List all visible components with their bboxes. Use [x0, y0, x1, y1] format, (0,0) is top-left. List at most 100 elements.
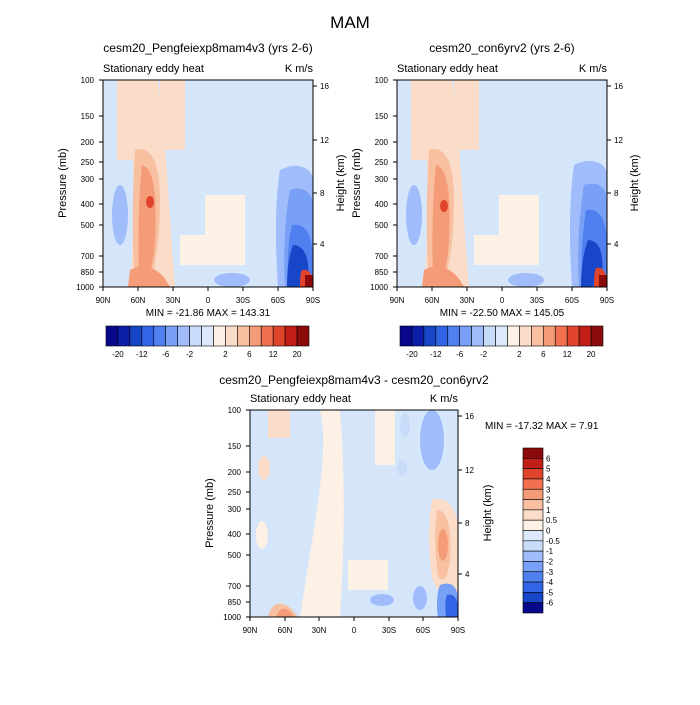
contour-positive-weak [348, 560, 388, 590]
colorbar-swatch [117, 325, 131, 347]
colorbar: 6 543 210.5 0-0.5-1-2 -3-4-5 -6 [522, 447, 560, 614]
colorbar-swatch [522, 488, 544, 500]
colorbar-label: -2 [480, 350, 488, 359]
tick-label: 200 [228, 468, 242, 477]
left-axis-ticks: 100 150 200 250 300 400 500 700 850 1000 [76, 76, 103, 292]
right-axis-ticks: 16 12 8 4 [458, 412, 474, 579]
tick-label: 700 [228, 582, 242, 591]
colorbar-label: 6 [546, 454, 551, 463]
colorbar-label: 2 [546, 496, 551, 505]
contour-positive-weak [256, 521, 268, 549]
tick-label: 30S [236, 296, 250, 305]
y-axis-label: Pressure (mb) [57, 148, 69, 218]
tick-label: 4 [614, 240, 619, 249]
tick-label: 400 [375, 200, 389, 209]
contour-positive-strong [438, 529, 448, 561]
colorbar-label: 0 [546, 527, 551, 536]
colorbar-swatch [129, 325, 143, 347]
contour-negative-weak [214, 273, 250, 287]
colorbar-swatch [531, 325, 544, 347]
colorbar-label: -0.5 [546, 537, 560, 546]
tick-label: 30N [460, 296, 475, 305]
tick-label: 300 [375, 175, 389, 184]
tick-label: 300 [81, 175, 95, 184]
tick-label: 30N [312, 626, 327, 635]
tick-label: 30S [530, 296, 544, 305]
contour-positive-weak [205, 195, 245, 240]
tick-label: 90S [451, 626, 465, 635]
tick-label: 500 [228, 551, 242, 560]
panel-right-label: K m/s [579, 63, 608, 75]
colorbar-swatch [411, 325, 425, 347]
tick-label: 0 [352, 626, 357, 635]
panel-left-label: Stationary eddy heat [397, 63, 498, 75]
colorbar-label: -3 [546, 568, 554, 577]
tick-label: 0 [500, 296, 505, 305]
tick-label: 150 [228, 442, 242, 451]
colorbar-swatch [423, 325, 437, 347]
colorbar-label: 2 [223, 350, 228, 359]
tick-label: 250 [228, 488, 242, 497]
tick-label: 16 [320, 82, 329, 91]
tick-label: 1000 [370, 283, 388, 292]
figure-title: MAM [330, 13, 370, 32]
colorbar-swatch [237, 325, 250, 347]
tick-label: 8 [320, 189, 325, 198]
contour-positive-strong [138, 165, 156, 285]
colorbar-label: -12 [430, 350, 442, 359]
tick-label: 150 [81, 112, 95, 121]
tick-label: 400 [228, 530, 242, 539]
colorbar-swatch [522, 530, 544, 542]
tick-label: 4 [465, 570, 470, 579]
contour-negative-weak [420, 410, 444, 470]
left-axis-ticks: 100 150 200 250 300 400 500 700 850 1000 [223, 406, 250, 622]
contour-positive-weak [300, 410, 344, 617]
right-axis-ticks: 16 12 8 4 [607, 82, 623, 249]
tick-label: 60N [131, 296, 146, 305]
min-max-label: MIN = -17.32 MAX = 7.91 [485, 421, 599, 432]
contour-negative-weak [112, 185, 128, 245]
tick-label: 700 [81, 252, 95, 261]
colorbar-swatch [213, 325, 226, 347]
tick-label: 850 [81, 268, 95, 277]
right-axis-ticks: 16 12 8 4 [313, 82, 329, 249]
colorbar-swatch [435, 325, 449, 347]
contour-field [250, 410, 458, 617]
colorbar-swatch [522, 592, 544, 603]
contour-positive-weak [375, 410, 395, 465]
colorbar-label: -2 [546, 557, 554, 566]
colorbar: -20 -12 -6 -2 2 6 12 20 [105, 325, 310, 359]
colorbar-swatch [578, 325, 592, 347]
tick-label: 300 [228, 505, 242, 514]
contour-negative-strong [445, 594, 458, 617]
min-max-label: MIN = -22.50 MAX = 145.05 [440, 308, 565, 319]
tick-label: 700 [375, 252, 389, 261]
colorbar-swatch [483, 325, 496, 347]
tick-label: 8 [465, 519, 470, 528]
tick-label: 16 [614, 82, 623, 91]
contour-positive-moderate [276, 608, 294, 617]
colorbar-label: 3 [546, 485, 551, 494]
tick-label: 200 [81, 138, 95, 147]
tick-label: 60S [271, 296, 285, 305]
tick-label: 500 [375, 221, 389, 230]
min-max-label: MIN = -21.86 MAX = 143.31 [146, 308, 271, 319]
contour-positive-max [305, 275, 313, 287]
y2-axis-label: Height (km) [335, 155, 347, 212]
contour-positive-max [146, 196, 154, 208]
bottom-axis-ticks: 90N 60N 30N 0 30S 60S 90S [243, 617, 465, 635]
colorbar-swatch [165, 325, 178, 347]
tick-label: 0 [206, 296, 211, 305]
colorbar-swatch [522, 509, 544, 521]
colorbar: -20 -12 -6 -2 2 6 12 20 [399, 325, 604, 359]
tick-label: 250 [81, 158, 95, 167]
colorbar-swatch [105, 325, 119, 347]
colorbar-swatch [447, 325, 461, 347]
colorbar-swatch [522, 602, 544, 614]
colorbar-swatch [225, 325, 238, 347]
contour-positive-weak [499, 195, 539, 240]
colorbar-label: -1 [546, 547, 554, 556]
tick-label: 400 [81, 200, 95, 209]
contour-positive-weak [422, 266, 464, 287]
